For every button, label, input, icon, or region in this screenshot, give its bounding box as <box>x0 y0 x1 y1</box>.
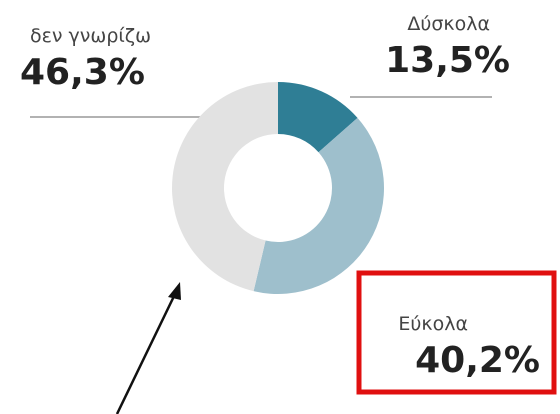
arrow-head <box>168 282 181 300</box>
slice <box>253 117 385 294</box>
category-label: Εύκολα <box>398 313 468 335</box>
slice <box>278 82 358 153</box>
highlight-box <box>356 270 557 395</box>
value-label: 40,2% <box>415 340 540 381</box>
arrow-shaft <box>115 291 178 414</box>
value-label: 46,3% <box>20 52 145 93</box>
category-label: Δύσκολα <box>407 13 490 35</box>
value-label: 13,5% <box>385 40 510 81</box>
category-label: δεν γνωρίζω <box>30 25 151 47</box>
slice <box>171 82 278 292</box>
donut <box>171 82 385 294</box>
